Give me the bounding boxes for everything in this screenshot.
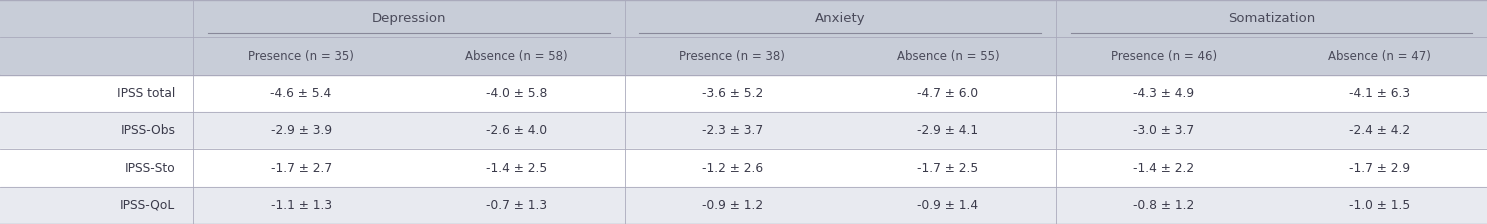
Bar	[0, 37, 1487, 75]
Text: Depression: Depression	[372, 12, 446, 25]
Text: IPSS-Obs: IPSS-Obs	[120, 124, 175, 137]
Text: -1.7 ± 2.7: -1.7 ± 2.7	[271, 162, 332, 174]
Text: -3.6 ± 5.2: -3.6 ± 5.2	[702, 87, 763, 100]
Text: -1.1 ± 1.3: -1.1 ± 1.3	[271, 199, 332, 212]
Text: -0.8 ± 1.2: -0.8 ± 1.2	[1133, 199, 1194, 212]
Text: Absence (n = 58): Absence (n = 58)	[465, 50, 568, 62]
Text: -1.4 ± 2.2: -1.4 ± 2.2	[1133, 162, 1194, 174]
Text: IPSS total: IPSS total	[117, 87, 175, 100]
Text: -2.9 ± 4.1: -2.9 ± 4.1	[917, 124, 978, 137]
Bar	[0, 149, 1487, 187]
Text: -2.6 ± 4.0: -2.6 ± 4.0	[486, 124, 547, 137]
Text: -2.4 ± 4.2: -2.4 ± 4.2	[1349, 124, 1410, 137]
Text: Presence (n = 46): Presence (n = 46)	[1111, 50, 1216, 62]
Text: -4.0 ± 5.8: -4.0 ± 5.8	[486, 87, 547, 100]
Text: -2.9 ± 3.9: -2.9 ± 3.9	[271, 124, 332, 137]
Text: -0.9 ± 1.4: -0.9 ± 1.4	[917, 199, 978, 212]
Text: -3.0 ± 3.7: -3.0 ± 3.7	[1133, 124, 1194, 137]
Text: -0.7 ± 1.3: -0.7 ± 1.3	[486, 199, 547, 212]
Text: Absence (n = 55): Absence (n = 55)	[897, 50, 999, 62]
Text: -4.6 ± 5.4: -4.6 ± 5.4	[271, 87, 332, 100]
Bar	[0, 75, 1487, 112]
Bar	[0, 112, 1487, 149]
Text: Presence (n = 35): Presence (n = 35)	[248, 50, 354, 62]
Text: -2.3 ± 3.7: -2.3 ± 3.7	[702, 124, 763, 137]
Text: -1.0 ± 1.5: -1.0 ± 1.5	[1349, 199, 1410, 212]
Text: -0.9 ± 1.2: -0.9 ± 1.2	[702, 199, 763, 212]
Text: -4.3 ± 4.9: -4.3 ± 4.9	[1133, 87, 1194, 100]
Text: Presence (n = 38): Presence (n = 38)	[680, 50, 785, 62]
Bar	[0, 187, 1487, 224]
Text: Absence (n = 47): Absence (n = 47)	[1328, 50, 1430, 62]
Text: IPSS-Sto: IPSS-Sto	[125, 162, 175, 174]
Text: -1.7 ± 2.9: -1.7 ± 2.9	[1349, 162, 1410, 174]
Text: -1.7 ± 2.5: -1.7 ± 2.5	[917, 162, 978, 174]
Bar	[0, 0, 1487, 37]
Text: Somatization: Somatization	[1228, 12, 1315, 25]
Text: -1.4 ± 2.5: -1.4 ± 2.5	[486, 162, 547, 174]
Text: Anxiety: Anxiety	[815, 12, 865, 25]
Text: -4.1 ± 6.3: -4.1 ± 6.3	[1349, 87, 1410, 100]
Text: -4.7 ± 6.0: -4.7 ± 6.0	[917, 87, 978, 100]
Text: IPSS-QoL: IPSS-QoL	[120, 199, 175, 212]
Text: -1.2 ± 2.6: -1.2 ± 2.6	[702, 162, 763, 174]
